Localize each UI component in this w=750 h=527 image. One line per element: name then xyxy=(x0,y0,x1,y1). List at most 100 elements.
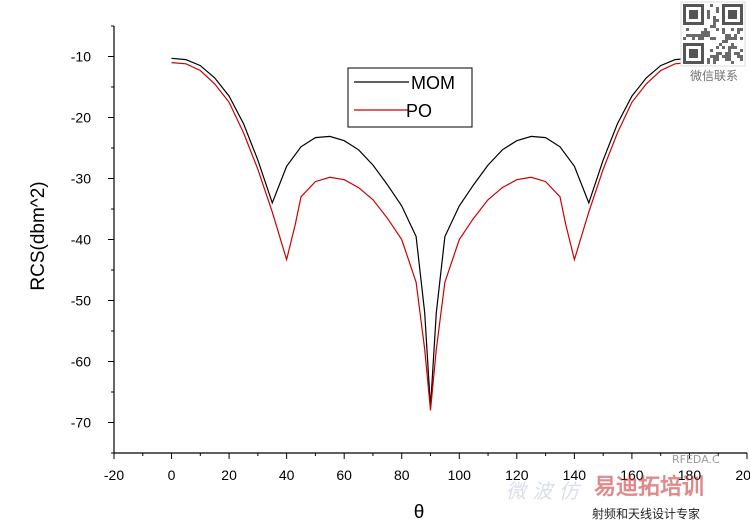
qr-module xyxy=(734,34,737,37)
qr-caption: 微信联系 xyxy=(690,69,738,83)
qr-module xyxy=(704,34,707,37)
legend-label-po: PO xyxy=(406,101,432,121)
qr-module xyxy=(725,55,728,58)
qr-module xyxy=(707,10,710,13)
y-tick-label: -30 xyxy=(71,171,91,187)
qr-module xyxy=(686,28,689,31)
qr-module xyxy=(740,55,743,58)
legend-label-mom: MOM xyxy=(411,73,455,93)
qr-module xyxy=(710,55,713,58)
y-tick-label: -10 xyxy=(71,49,91,65)
qr-module xyxy=(725,37,728,40)
x-tick-label: -20 xyxy=(104,467,124,483)
qr-code-icon xyxy=(680,1,746,67)
qr-module xyxy=(713,22,716,25)
axes-layer: -20 0 20 40 60 80 100 120 140 160 180 200 -10 -20 -30 -… xyxy=(71,25,750,483)
qr-module xyxy=(683,37,686,40)
qr-module xyxy=(725,34,728,37)
watermark: 微信联系 微 波 仿 RFEDA.C 易迪拓培训 射频和天线设计专家 xyxy=(506,1,746,521)
qr-module xyxy=(698,34,701,37)
qr-module xyxy=(713,19,716,22)
legend-box xyxy=(347,67,473,128)
qr-module xyxy=(728,34,731,37)
qr-module xyxy=(728,49,731,52)
y-tick-label: -40 xyxy=(71,232,91,248)
qr-module xyxy=(707,58,710,61)
qr-module xyxy=(716,19,719,22)
qr-module xyxy=(734,46,737,49)
qr-module xyxy=(722,28,725,31)
qr-module xyxy=(728,55,731,58)
qr-module xyxy=(737,28,740,31)
x-tick-label: 100 xyxy=(448,467,472,483)
qr-module xyxy=(716,58,719,61)
qr-module xyxy=(707,16,710,19)
x-tick-label: 140 xyxy=(563,467,587,483)
qr-module xyxy=(689,34,692,37)
qr-module xyxy=(710,49,713,52)
x-tick-label: 80 xyxy=(394,467,410,483)
qr-module xyxy=(701,37,704,40)
qr-module xyxy=(740,49,743,52)
y-tick-label: -50 xyxy=(71,293,91,309)
qr-finder-core xyxy=(728,10,737,19)
qr-module xyxy=(704,28,707,31)
qr-finder-core xyxy=(689,49,698,58)
qr-module xyxy=(722,40,725,43)
qr-module xyxy=(716,10,719,13)
qr-module xyxy=(713,58,716,61)
qr-module xyxy=(731,43,734,46)
qr-module xyxy=(740,58,743,61)
y-axis-title: RCS(dbm^2) xyxy=(28,181,49,290)
qr-module xyxy=(707,61,710,64)
y-tick-label: -20 xyxy=(71,110,91,126)
qr-module xyxy=(725,40,728,43)
x-tick-label: 60 xyxy=(336,467,352,483)
qr-module xyxy=(716,55,719,58)
qr-module xyxy=(737,52,740,55)
qr-module xyxy=(731,61,734,64)
qr-finder-core xyxy=(689,10,698,19)
qr-module xyxy=(740,28,743,31)
qr-module xyxy=(707,31,710,34)
qr-module xyxy=(713,61,716,64)
qr-module xyxy=(722,31,725,34)
x-axis-title: θ xyxy=(414,502,425,523)
qr-module xyxy=(716,52,719,55)
qr-module xyxy=(716,7,719,10)
qr-module xyxy=(722,46,725,49)
qr-module xyxy=(719,43,722,46)
watermark-faint-text: 微 波 仿 xyxy=(506,479,582,503)
qr-module xyxy=(692,34,695,37)
qr-module xyxy=(725,58,728,61)
qr-module xyxy=(704,31,707,34)
qr-module xyxy=(737,55,740,58)
x-tick-label: 120 xyxy=(505,467,529,483)
qr-module xyxy=(728,37,731,40)
qr-module xyxy=(740,37,743,40)
series-line-po xyxy=(171,62,690,411)
qr-module xyxy=(719,52,722,55)
qr-module xyxy=(734,37,737,40)
qr-module xyxy=(737,31,740,34)
watermark-small-text: RFEDA.C xyxy=(672,453,720,466)
legend: MOM PO xyxy=(347,67,473,128)
watermark-tagline: 射频和天线设计专家 xyxy=(592,506,700,521)
qr-module xyxy=(728,58,731,61)
x-tick-label: 160 xyxy=(620,467,644,483)
qr-module xyxy=(731,28,734,31)
qr-module xyxy=(710,25,713,28)
x-tick-label: 20 xyxy=(221,467,237,483)
qr-module xyxy=(713,16,716,19)
qr-module xyxy=(710,4,713,7)
x-tick-label: 40 xyxy=(279,467,295,483)
qr-module xyxy=(731,46,734,49)
qr-module xyxy=(725,52,728,55)
qr-module xyxy=(713,55,716,58)
qr-module xyxy=(707,34,710,37)
qr-module xyxy=(710,37,713,40)
qr-module xyxy=(686,34,689,37)
x-tick-label: 200 xyxy=(735,467,750,483)
qr-module xyxy=(731,37,734,40)
